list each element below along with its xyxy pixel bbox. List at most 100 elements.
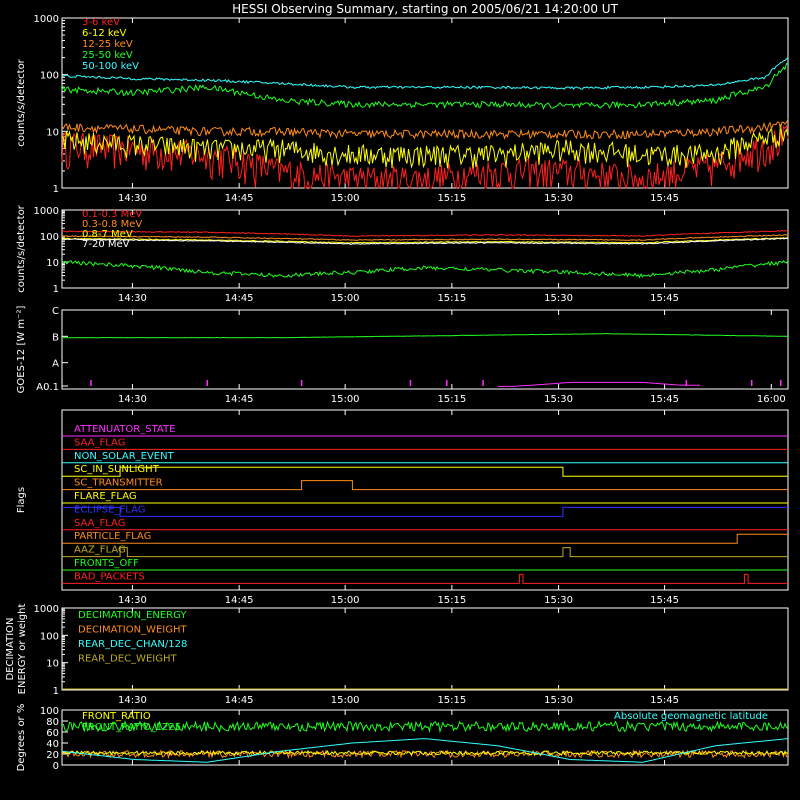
goes-short-line [497, 381, 701, 387]
high-series-line [61, 259, 789, 279]
high-panel-frame [61, 209, 789, 289]
flag-label: PARTICLE_FLAG [74, 531, 151, 542]
high-legend-entry: 0.8-7 MeV [82, 229, 133, 240]
chart-title: HESSI Observing Summary, starting on 200… [232, 2, 618, 16]
flags-panel-xtick-label: 14:45 [225, 595, 254, 606]
flag-label: SAA_FLAG [74, 437, 125, 448]
decimation-panel-ytick-label: 10 [46, 659, 59, 670]
goes-panel-xtick-label: 15:30 [544, 394, 573, 405]
flags-panel-xtick-label: 15:45 [650, 595, 679, 606]
flag-label: BAD_PACKETS [74, 571, 145, 582]
high-legend-entry: 0.3-0.8 MeV [82, 219, 142, 230]
ratios-latitude-line [61, 738, 789, 763]
high-panel-ytick-label: 1 [53, 284, 59, 295]
goes-panel-ylabel: GOES-12 [W m⁻²] [16, 306, 27, 394]
low-panel-ylabel: counts/s/detector [16, 58, 27, 146]
decimation-legend-entry: DECIMATION_ENERGY [78, 610, 187, 621]
goes-panel-frame [61, 309, 789, 390]
goes-panel-xtick-label: 15:00 [331, 394, 360, 405]
high-legend-entry: 0.1-0.3 MeV [82, 209, 142, 220]
goes-panel-xtick-label: 15:15 [437, 394, 466, 405]
low-panel-ytick-label: 1000 [34, 14, 59, 25]
low-panel-xtick-label: 14:30 [118, 193, 147, 204]
goes-panel-xtick-label: 14:30 [118, 394, 147, 405]
flag-label: SC_IN_SUNLIGHT [74, 464, 160, 475]
high-series-line [61, 237, 789, 245]
decimation-ylabel-1: DECIMATION [5, 617, 16, 680]
goes-panel-xtick-label: 15:45 [650, 394, 679, 405]
flags-panel-xtick-label: 14:30 [118, 595, 147, 606]
decimation-ylabel: ENERGY or weight [17, 604, 28, 695]
ratios-legend-entry: FRONT_RATIO_1225 [82, 722, 181, 733]
ratios-ytick-label: 100 [40, 706, 59, 717]
goes-ytick-label: C [52, 306, 59, 317]
flag-line [62, 533, 788, 544]
flag-line [62, 573, 788, 584]
high-series-line [62, 237, 789, 244]
decimation-panel-ytick-label: 100 [40, 631, 59, 642]
high-panel-xtick-label: 14:30 [118, 293, 147, 304]
goes-long-line [61, 333, 789, 339]
flag-line [62, 466, 788, 477]
goes-panel-xtick-label: 14:45 [225, 394, 254, 405]
low-series-line [61, 118, 789, 141]
low-panel-frame [61, 17, 789, 189]
high-panel-xtick-label: 15:00 [331, 293, 360, 304]
high-panel-xtick-label: 15:45 [650, 293, 679, 304]
low-panel-xtick-label: 15:15 [437, 193, 466, 204]
flags-panel-xtick-label: 15:15 [437, 595, 466, 606]
decimation-panel-xtick-label: 14:45 [225, 695, 254, 706]
ratios-series-line [61, 750, 789, 756]
low-series-line [61, 56, 789, 90]
decimation-panel-xtick-label: 15:45 [650, 695, 679, 706]
low-legend-entry: 6-12 keV [82, 28, 126, 39]
low-panel-ytick-label: 10 [46, 127, 59, 138]
flags-panel-frame [61, 409, 789, 591]
low-legend-entry: 3-6 keV [82, 17, 120, 28]
decimation-panel-xtick-label: 14:30 [118, 695, 147, 706]
ratios-legend-entry: FRONT_RATIO [82, 711, 151, 722]
high-legend-entry: 7-20 MeV [82, 239, 130, 250]
high-panel-xtick-label: 15:15 [437, 293, 466, 304]
flag-label: ECLIPSE_FLAG [74, 504, 145, 515]
flag-label: ATTENUATOR_STATE [74, 424, 175, 435]
flag-line [62, 547, 788, 558]
high-series-line [61, 229, 789, 237]
flag-label: AAZ_FLAG [74, 545, 126, 556]
high-panel-ytick-label: 100 [40, 232, 59, 243]
decimation-panel-xtick-label: 15:30 [544, 695, 573, 706]
flag-label: NON_SOLAR_EVENT [74, 451, 175, 462]
flag-label: SAA_FLAG [74, 518, 125, 529]
decimation-panel-frame [61, 607, 789, 691]
low-series-line [61, 124, 789, 169]
ratios-legend-entry: Absolute geomagnetic latitude [614, 711, 768, 722]
goes-ytick-label: A [52, 359, 59, 370]
ratios-ytick-label: 60 [46, 728, 59, 739]
flag-line [62, 506, 788, 517]
decimation-panel-xtick-label: 15:15 [437, 695, 466, 706]
ratios-ytick-label: 40 [46, 739, 59, 750]
high-panel-ytick-label: 1000 [34, 206, 59, 217]
ratios-ytick-label: 80 [46, 717, 59, 728]
decimation-panel-ytick-label: 1000 [34, 604, 59, 615]
low-panel-ytick-label: 1 [53, 184, 59, 195]
low-series-line [61, 124, 789, 190]
flags-panel-ylabel: Flags [16, 487, 27, 513]
flags-panel-xtick-label: 15:00 [331, 595, 360, 606]
high-series-line [61, 234, 789, 241]
low-panel-ytick-label: 100 [40, 71, 59, 82]
ratios-series-line [61, 720, 789, 734]
low-series-line [61, 62, 789, 110]
ratios-ytick-label: 0 [53, 761, 59, 772]
high-panel-ylabel: counts/s/detector [16, 204, 27, 292]
goes-panel-xtick-label: 16:00 [757, 394, 786, 405]
low-panel-xtick-label: 15:30 [544, 193, 573, 204]
decimation-panel-ytick-label: 1 [53, 686, 59, 697]
flag-label: SC_TRANSMITTER [74, 478, 163, 489]
low-legend-entry: 12-25 keV [82, 39, 133, 50]
decimation-legend-entry: DECIMATION_WEIGHT [78, 625, 187, 636]
flag-label: FLARE_FLAG [74, 491, 137, 502]
goes-ytick-label: A0.1 [36, 382, 59, 393]
ratios-panel-ylabel: Degrees or % [16, 704, 27, 772]
decimation-legend-entry: REAR_DEC_WEIGHT [78, 654, 177, 665]
